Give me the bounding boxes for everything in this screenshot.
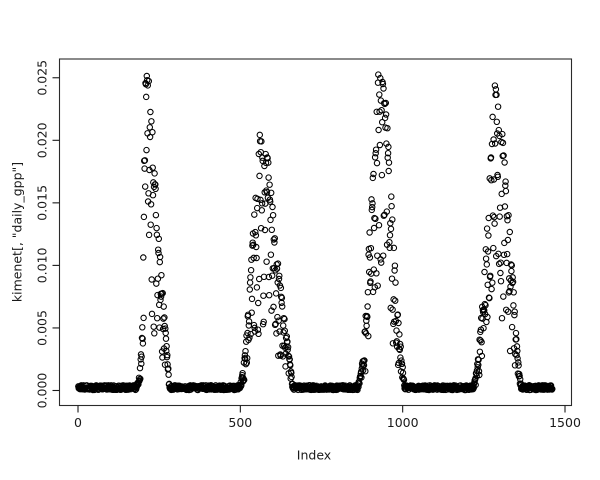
- x-axis-title: Index: [296, 447, 332, 463]
- y-tick-label: 0.015: [35, 185, 50, 221]
- y-tick-label: 0.025: [35, 60, 50, 96]
- x-tick-label: 1000: [387, 415, 419, 430]
- plot-box: [58, 58, 573, 407]
- data-points-layer: [75, 71, 556, 394]
- x-tick-label: 1500: [549, 415, 581, 430]
- y-tick-label: 0.010: [35, 247, 50, 283]
- x-tick-label: 500: [228, 415, 252, 430]
- y-tick-label: 0.020: [35, 122, 50, 158]
- y-tick-label: 0.000: [35, 373, 50, 409]
- axes-layer: 0 500 1000 1500 0.000 0.005 0.010 0.015 0.020 0.0…: [35, 58, 581, 430]
- y-tick-label: 0.005: [35, 310, 50, 346]
- x-tick-label: 0: [74, 415, 82, 430]
- y-axis-title: kimenet[, "daily_gpp"]: [9, 161, 25, 303]
